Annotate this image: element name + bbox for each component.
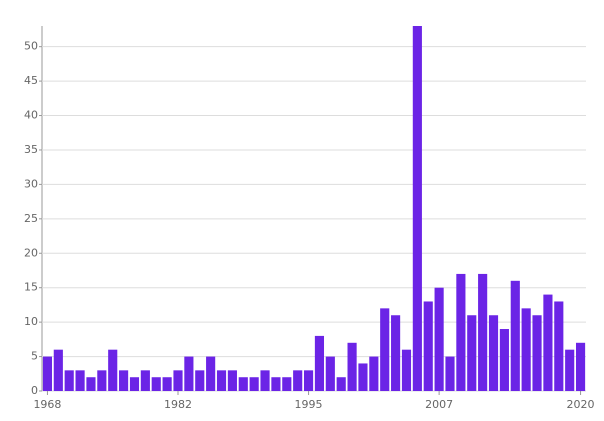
bar: [162, 377, 172, 391]
bar: [391, 315, 401, 391]
bar: [293, 370, 303, 391]
bar: [195, 370, 205, 391]
bar: [412, 26, 422, 391]
bar: [488, 315, 499, 391]
bar: [499, 329, 509, 391]
y-tick-label: 0: [31, 384, 38, 397]
bar: [97, 370, 107, 391]
bar: [173, 370, 183, 391]
y-tick-label: 5: [31, 350, 38, 363]
bar: [467, 315, 477, 391]
bar: [140, 370, 150, 391]
bar: [445, 356, 455, 391]
bar: [249, 377, 259, 391]
bar: [423, 301, 433, 391]
bar: [216, 370, 227, 391]
bar: [434, 287, 444, 391]
bar: [358, 363, 368, 391]
bar: [543, 294, 553, 391]
bar: [260, 370, 270, 391]
bar: [369, 356, 379, 391]
y-tick-label: 15: [24, 281, 38, 294]
bar: [119, 370, 129, 391]
bar: [42, 356, 53, 391]
bar: [314, 335, 325, 391]
bar: [336, 377, 346, 391]
bar: [151, 377, 161, 391]
x-tick-label: 2020: [567, 398, 595, 411]
bar: [347, 342, 357, 391]
bar: [86, 377, 96, 391]
y-tick-label: 25: [24, 212, 38, 225]
bar: [271, 377, 281, 391]
bar: [238, 377, 248, 391]
bar: [303, 370, 314, 391]
bar: [53, 349, 63, 391]
bar: [554, 301, 564, 391]
bar: [478, 273, 488, 391]
bar: [75, 370, 85, 391]
bar: [510, 280, 520, 391]
y-tick-label: 45: [24, 74, 38, 87]
bar: [575, 342, 586, 391]
bar: [282, 377, 292, 391]
bar: [521, 308, 531, 391]
bar: [184, 356, 194, 391]
bar: [456, 273, 466, 391]
x-tick-label: 1995: [295, 398, 323, 411]
x-tick-label: 2007: [425, 398, 453, 411]
bar: [565, 349, 575, 391]
x-tick-label: 1982: [164, 398, 192, 411]
y-tick-label: 40: [24, 109, 38, 122]
y-tick-label: 30: [24, 177, 38, 190]
bar: [129, 377, 140, 391]
y-tick-label: 35: [24, 143, 38, 156]
x-tick-label: 1968: [33, 398, 61, 411]
bar: [64, 370, 74, 391]
bar: [206, 356, 216, 391]
y-tick-label: 10: [24, 315, 38, 328]
bar: [227, 370, 237, 391]
bar: [401, 349, 412, 391]
bar: [380, 308, 390, 391]
bar: [108, 349, 118, 391]
y-tick-label: 20: [24, 246, 38, 259]
bar: [532, 315, 542, 391]
bar: [325, 356, 335, 391]
y-tick-label: 50: [24, 40, 38, 53]
